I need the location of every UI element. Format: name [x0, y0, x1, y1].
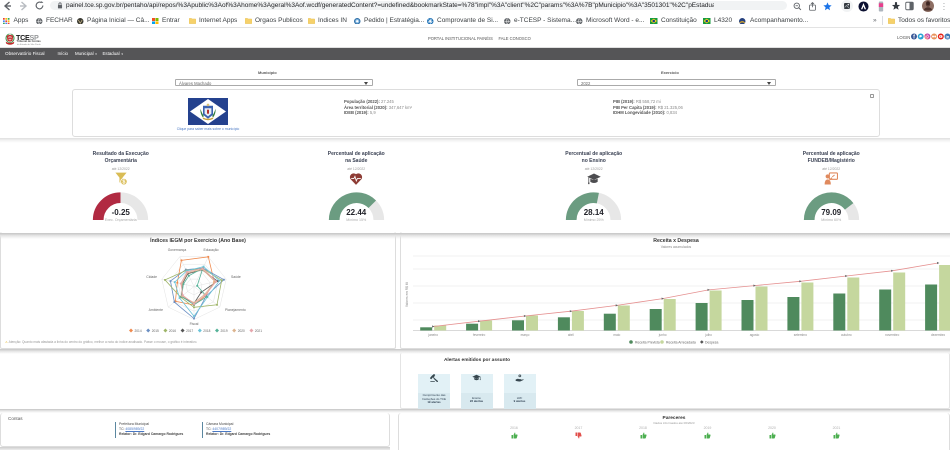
svg-text:Ambiente: Ambiente — [149, 308, 163, 312]
svg-text:Despesa: Despesa — [705, 340, 718, 344]
svg-text:$: $ — [122, 180, 125, 186]
svg-text:in: in — [946, 34, 950, 39]
svg-text:março: março — [521, 333, 530, 337]
svg-text:2016: 2016 — [169, 329, 176, 333]
svg-text:2014: 2014 — [135, 329, 142, 333]
svg-text:Receita Arrecadada: Receita Arrecadada — [666, 340, 696, 344]
svg-text:2015: 2015 — [152, 329, 159, 333]
svg-text:janeiro: janeiro — [427, 333, 438, 337]
svg-text:agosto: agosto — [750, 333, 760, 337]
svg-text:f: f — [913, 34, 915, 39]
svg-text:2021: 2021 — [255, 329, 262, 333]
svg-text:abril: abril — [568, 333, 574, 337]
svg-text:2020: 2020 — [238, 329, 245, 333]
svg-text:setembro: setembro — [794, 333, 808, 337]
svg-text:2018: 2018 — [203, 329, 210, 333]
svg-text:fevereiro: fevereiro — [473, 333, 486, 337]
svg-text:2019: 2019 — [221, 329, 228, 333]
svg-text:Fiscal: Fiscal — [190, 322, 199, 326]
svg-text:Saúde: Saúde — [231, 275, 241, 279]
svg-text:Receita Prevista: Receita Prevista — [635, 340, 660, 344]
svg-text:Valores em R$ Mi: Valores em R$ Mi — [405, 282, 409, 307]
svg-text:dezembro: dezembro — [931, 333, 945, 337]
svg-text:2017: 2017 — [186, 329, 193, 333]
svg-text:Governança: Governança — [168, 248, 187, 252]
svg-text:maio: maio — [613, 333, 620, 337]
svg-text:novembro: novembro — [885, 333, 899, 337]
svg-text:junho: junho — [658, 333, 667, 337]
svg-text:$: $ — [519, 375, 521, 377]
svg-text:Planejamento: Planejamento — [225, 308, 246, 312]
svg-text:outubro: outubro — [841, 333, 852, 337]
svg-text:Cidade: Cidade — [146, 275, 157, 279]
svg-text:julho: julho — [704, 333, 712, 337]
svg-text:Educação: Educação — [203, 248, 218, 252]
